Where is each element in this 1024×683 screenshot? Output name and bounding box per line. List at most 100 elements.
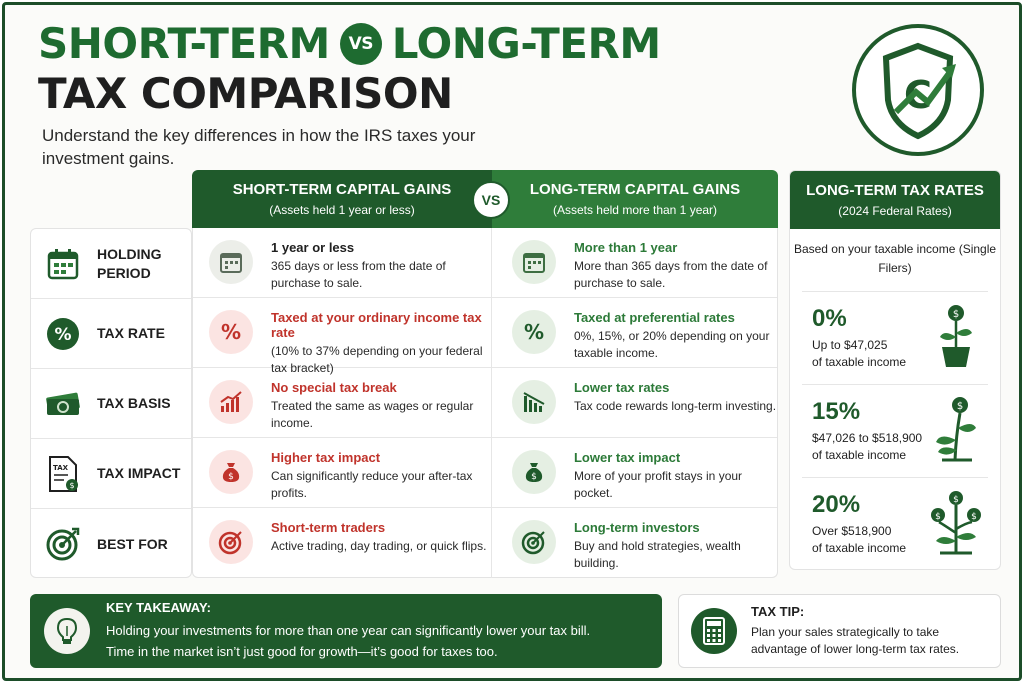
title-vs-badge: VS [339, 23, 382, 65]
rate-item-1: 15% $47,026 to $518,900 of taxable incom… [802, 384, 988, 477]
table-row: No special tax break Treated the same as … [193, 368, 777, 438]
money-stack-icon [43, 384, 83, 424]
short-term-header: SHORT-TERM CAPITAL GAINS (Assets held 1 … [192, 170, 492, 228]
short-term-cell: % Taxed at your ordinary income tax rate… [193, 298, 492, 375]
cell-desc: 365 days or less from the date of purcha… [271, 259, 446, 290]
key-takeaway-banner: KEY TAKEAWAY: Holding your investments f… [30, 594, 662, 668]
long-term-header-title: LONG-TERM CAPITAL GAINS [529, 181, 741, 198]
svg-text:$: $ [69, 481, 74, 490]
long-term-cell: Long-term investors Buy and hold strategi… [492, 508, 777, 578]
svg-text:%: % [221, 320, 241, 344]
svg-text:$: $ [971, 512, 977, 522]
svg-text:$: $ [531, 472, 537, 482]
cell-title: Taxed at your ordinary income tax rate [271, 310, 482, 340]
cell-desc: Tax code rewards long-term investing. [573, 399, 777, 413]
calendar-icon [43, 244, 83, 284]
cell-title: Long-term investors [573, 520, 700, 535]
cell-desc: Buy and hold strategies, wealth building… [573, 539, 741, 570]
rate-unit: of taxable income [812, 448, 907, 462]
cell-desc: Can significantly reduce your after-tax … [271, 469, 473, 500]
svg-text:$: $ [953, 495, 959, 505]
row-label-text: HOLDING PERIOD [97, 245, 162, 281]
growing-plant-icon: $ [932, 396, 978, 467]
svg-text:$: $ [953, 309, 959, 320]
cell-title: No special tax break [271, 380, 397, 395]
row-label-holding-period: HOLDING PERIOD [31, 229, 191, 299]
short-term-cell: No special tax break Treated the same as … [193, 368, 492, 437]
cell-desc: Active trading, day trading, or quick fl… [271, 539, 487, 553]
table-row: % Taxed at your ordinary income tax rate… [193, 298, 777, 375]
table-row: $ Higher tax impact Can significantly red… [193, 438, 777, 508]
money-bag-icon: $ [209, 450, 253, 494]
rates-basis: Based on your taxable income (Single Fil… [793, 242, 997, 275]
money-tree-icon: $ $ $ [926, 489, 982, 560]
cell-title: Lower tax rates [573, 380, 670, 395]
calendar-icon [511, 240, 556, 284]
rate-range: Over $518,900 [812, 524, 892, 538]
comparison-body: 1 year or less 365 days or less from the … [192, 228, 778, 578]
tip-title: TAX TIP: [751, 604, 805, 619]
svg-text:$: $ [228, 472, 234, 482]
table-row: 1 year or less 365 days or less from the … [193, 228, 777, 298]
long-term-cell: % Taxed at preferential rates 0%, 15%, or… [492, 298, 777, 367]
cell-title: Lower tax impact [573, 450, 681, 465]
rising-chart-icon [209, 380, 253, 424]
comparison-table: SHORT-TERM CAPITAL GAINS (Assets held 1 … [192, 170, 778, 578]
rate-percent: 15% [812, 398, 861, 425]
table-row: Short-term traders Active trading, day tr… [193, 508, 777, 578]
percent-icon: % [209, 310, 253, 354]
cell-title: Higher tax impact [271, 450, 381, 465]
cell-desc: (10% to 37% depending on your federal ta… [271, 344, 483, 375]
long-term-cell: Lower tax rates Tax code rewards long-ter… [492, 368, 777, 437]
row-label-tax-basis: TAX BASIS [31, 369, 191, 439]
tax-tip-box: TAX TIP: Plan your sales strategically t… [678, 594, 1001, 668]
percent-icon: % [43, 314, 83, 354]
svg-text:$: $ [957, 401, 963, 412]
page-subtitle: Understand the key differences in how th… [42, 126, 476, 168]
page-title: SHORT-TERM VS LONG-TERM TAX COMPARISON [38, 22, 661, 116]
tax-document-icon: TAX $ [43, 454, 83, 494]
cell-title: Taxed at preferential rates [573, 310, 735, 325]
long-term-cell: $ Lower tax impact More of your profit st… [492, 438, 777, 507]
svg-text:%: % [54, 325, 71, 345]
vs-badge: VS [472, 181, 510, 219]
rate-unit: of taxable income [812, 541, 907, 555]
row-label-best-for: BEST FOR [31, 509, 191, 579]
tip-text: Plan your sales strategically to take ad… [751, 625, 960, 656]
calculator-icon [691, 608, 737, 654]
svg-text:$: $ [935, 512, 941, 522]
rate-range: $47,026 to $518,900 [812, 431, 923, 445]
percent-icon: % [511, 310, 556, 354]
target-icon [209, 520, 253, 564]
cell-title: More than 1 year [573, 240, 678, 255]
row-labels: HOLDING PERIOD % TAX RATE TAX BASIS TAX $… [30, 228, 192, 578]
cell-title: 1 year or less [271, 240, 355, 255]
rates-title: LONG-TERM TAX RATES [806, 182, 984, 199]
row-label-text: TAX BASIS [97, 395, 171, 411]
takeaway-line-1: Holding your investments for more than o… [106, 623, 591, 638]
long-term-header: LONG-TERM CAPITAL GAINS (Assets held mor… [492, 170, 778, 228]
cell-desc: More of your profit stays in your pocket… [573, 469, 743, 500]
short-term-cell: Short-term traders Active trading, day tr… [193, 508, 492, 578]
lightbulb-icon [44, 608, 90, 654]
cell-title: Short-term traders [271, 520, 386, 535]
long-term-cell: More than 1 year More than 365 days from … [492, 228, 777, 297]
row-label-tax-impact: TAX $ TAX IMPACT [31, 439, 191, 509]
row-label-tax-rate: % TAX RATE [31, 299, 191, 369]
rates-header: LONG-TERM TAX RATES (2024 Federal Rates) [790, 171, 1000, 229]
short-term-header-sub: (Assets held 1 year or less) [269, 203, 415, 217]
capital-gains-shield-logo: C [838, 20, 998, 160]
cell-desc: 0%, 15%, or 20% depending on your taxabl… [573, 329, 770, 360]
rate-item-0: 0% Up to $47,025 of taxable income $ [802, 291, 988, 384]
short-term-cell: $ Higher tax impact Can significantly red… [193, 438, 492, 507]
target-icon [43, 524, 83, 564]
money-bag-icon: $ [511, 450, 556, 494]
rate-unit: of taxable income [812, 355, 907, 369]
svg-text:%: % [524, 320, 544, 344]
row-label-text: BEST FOR [97, 535, 168, 552]
calendar-icon [209, 240, 253, 284]
rate-range: Up to $47,025 [812, 338, 888, 352]
row-label-text: TAX IMPACT [97, 465, 181, 481]
declining-chart-icon [511, 380, 556, 424]
cell-desc: Treated the same as wages or regular inc… [271, 399, 474, 430]
